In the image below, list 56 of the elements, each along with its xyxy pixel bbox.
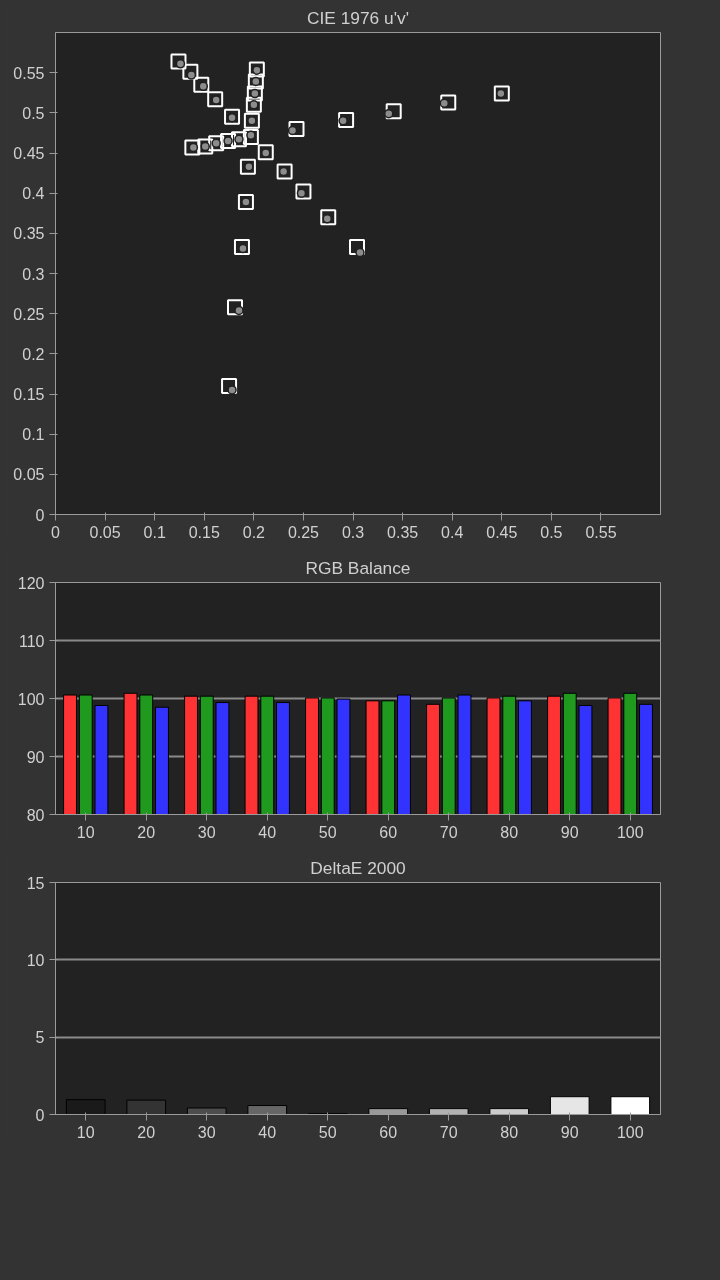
y-tick-label: 0.45 bbox=[13, 145, 45, 162]
x-tick-label: 0.1 bbox=[143, 523, 166, 541]
y-tick-label: 0 bbox=[35, 506, 45, 524]
x-tick-label: 10 bbox=[76, 1123, 95, 1141]
x-tick-label: 70 bbox=[439, 1123, 458, 1141]
y-tick-label: 15 bbox=[26, 874, 45, 892]
x-tick-label: 20 bbox=[137, 1123, 156, 1141]
x-tick-label: 0.2 bbox=[242, 523, 266, 541]
x-tick-label: 90 bbox=[560, 1123, 579, 1141]
x-tick-label: 0.05 bbox=[89, 523, 121, 541]
x-tick-label: 0.35 bbox=[387, 523, 419, 541]
y-tick-label: 5 bbox=[35, 1029, 45, 1047]
y-tick-label: 80 bbox=[26, 806, 45, 824]
y-tick-label: 0.4 bbox=[22, 185, 45, 203]
y-tick-label: 0.05 bbox=[13, 466, 45, 484]
y-tick-label: 0.1 bbox=[22, 426, 45, 444]
chart-title: DeltaE 2000 bbox=[310, 857, 406, 878]
x-tick-label: 0.45 bbox=[486, 523, 518, 541]
x-tick-label: 80 bbox=[500, 1123, 519, 1141]
x-tick-label: 50 bbox=[318, 823, 337, 841]
x-tick-label: 60 bbox=[379, 1123, 398, 1141]
x-tick-label: 0.55 bbox=[585, 523, 617, 541]
y-tick-label: 0 bbox=[35, 1106, 45, 1124]
y-tick-label: 0.55 bbox=[13, 64, 45, 82]
x-tick-label: 40 bbox=[258, 823, 277, 841]
x-tick-label: 0.5 bbox=[540, 523, 563, 541]
x-tick-label: 0.4 bbox=[441, 523, 464, 541]
y-tick-label: 0.25 bbox=[13, 305, 45, 323]
x-tick-label: 0.15 bbox=[188, 523, 220, 541]
y-tick-label: 0.3 bbox=[22, 265, 45, 283]
x-tick-label: 30 bbox=[197, 1123, 216, 1141]
y-tick-label: 0.15 bbox=[13, 386, 45, 403]
x-tick-label: 0.25 bbox=[287, 523, 320, 541]
x-tick-label: 60 bbox=[379, 823, 398, 841]
y-tick-label: 10 bbox=[26, 951, 45, 969]
x-tick-label: 100 bbox=[616, 823, 644, 841]
x-tick-label: 0 bbox=[51, 523, 61, 541]
y-tick-label: 0.2 bbox=[22, 345, 45, 363]
x-tick-label: 20 bbox=[137, 823, 156, 841]
chart-title: CIE 1976 u'v' bbox=[307, 7, 409, 28]
y-tick-label: 100 bbox=[17, 690, 45, 708]
x-tick-label: 50 bbox=[318, 1123, 337, 1141]
y-tick-label: 0.5 bbox=[22, 104, 45, 122]
x-tick-label: 100 bbox=[616, 1123, 644, 1141]
y-tick-label: 120 bbox=[17, 574, 45, 592]
x-tick-label: 90 bbox=[560, 823, 579, 841]
chart-title: RGB Balance bbox=[305, 557, 411, 578]
y-tick-label: 0.35 bbox=[13, 225, 45, 243]
x-tick-label: 30 bbox=[197, 823, 216, 841]
x-tick-label: 10 bbox=[76, 823, 95, 841]
x-tick-label: 0.3 bbox=[341, 523, 365, 541]
x-tick-label: 80 bbox=[500, 823, 519, 841]
y-tick-label: 90 bbox=[26, 748, 45, 766]
x-tick-label: 40 bbox=[258, 1123, 277, 1141]
y-tick-label: 110 bbox=[18, 632, 45, 650]
x-tick-label: 70 bbox=[439, 823, 458, 841]
